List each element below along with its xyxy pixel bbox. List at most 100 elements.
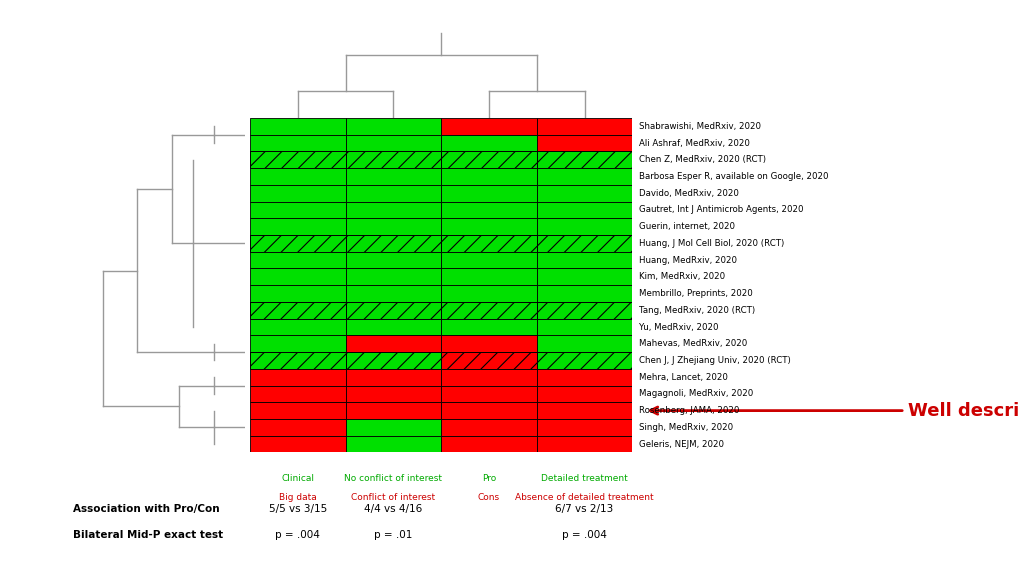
Bar [345,118,441,135]
Text: Magagnoli, MedRxiv, 2020: Magagnoli, MedRxiv, 2020 [638,389,752,398]
Bar [345,219,441,235]
Text: Bilateral Mid-P exact test: Bilateral Mid-P exact test [73,530,223,540]
Bar [345,419,441,436]
Bar [250,436,345,452]
Bar [250,152,345,168]
Bar [441,235,536,252]
Text: p = .004: p = .004 [561,530,606,540]
Text: Barbosa Esper R, available on Google, 2020: Barbosa Esper R, available on Google, 20… [638,172,827,181]
Text: Chen J, J Zhejiang Univ, 2020 (RCT): Chen J, J Zhejiang Univ, 2020 (RCT) [638,356,790,365]
Bar [345,168,441,185]
Bar [536,302,632,319]
Text: Kim, MedRxiv, 2020: Kim, MedRxiv, 2020 [638,273,723,282]
Bar [250,235,345,252]
Bar [536,252,632,269]
Bar [250,168,345,185]
Bar [536,352,632,369]
Bar [441,352,536,369]
Bar [536,135,632,151]
Text: 5/5 vs 3/15: 5/5 vs 3/15 [268,504,326,514]
Text: Absence of detailed treatment: Absence of detailed treatment [515,493,653,502]
Text: Huang, J Mol Cell Biol, 2020 (RCT): Huang, J Mol Cell Biol, 2020 (RCT) [638,239,783,248]
Text: Shabrawishi, MedRxiv, 2020: Shabrawishi, MedRxiv, 2020 [638,122,760,131]
Bar [536,369,632,386]
Text: Geleris, NEJM, 2020: Geleris, NEJM, 2020 [638,439,722,448]
Bar [345,152,441,168]
Text: Membrillo, Preprints, 2020: Membrillo, Preprints, 2020 [638,289,752,298]
Text: Tang, MedRxiv, 2020 (RCT): Tang, MedRxiv, 2020 (RCT) [638,306,754,315]
Text: Singh, MedRxiv, 2020: Singh, MedRxiv, 2020 [638,423,732,432]
Text: Huang, MedRxiv, 2020: Huang, MedRxiv, 2020 [638,256,736,265]
Bar [345,185,441,202]
Bar [536,269,632,285]
Bar [441,436,536,452]
Bar [536,219,632,235]
Bar [441,235,536,252]
Bar [250,185,345,202]
Bar [250,352,345,369]
Bar [250,352,345,369]
Bar [250,219,345,235]
Bar [441,135,536,151]
Bar [441,302,536,319]
Text: Clinical: Clinical [281,474,314,483]
Bar [536,235,632,252]
Bar [345,152,441,168]
Bar [345,235,441,252]
Bar [345,352,441,369]
Bar [441,369,536,386]
Bar [536,319,632,336]
Bar [345,285,441,302]
Text: Yu, MedRxiv, 2020: Yu, MedRxiv, 2020 [638,323,717,332]
Bar [441,152,536,168]
Text: Mehra, Lancet, 2020: Mehra, Lancet, 2020 [638,373,727,382]
Text: Conflict of interest: Conflict of interest [351,493,435,502]
Bar [250,235,345,252]
Bar [441,152,536,168]
Bar [536,419,632,436]
Bar [250,152,345,168]
Bar [345,352,441,369]
Bar [441,402,536,419]
Text: 6/7 vs 2/13: 6/7 vs 2/13 [555,504,613,514]
Bar [345,235,441,252]
Bar [441,386,536,402]
Bar [250,202,345,218]
Bar [536,386,632,402]
Bar [441,285,536,302]
Text: p = .004: p = .004 [275,530,320,540]
Bar [536,152,632,168]
Bar [441,118,536,135]
Text: p = .01: p = .01 [374,530,412,540]
Bar [536,285,632,302]
Bar [250,319,345,336]
Bar [345,202,441,218]
Bar [536,235,632,252]
Bar [250,302,345,319]
Bar [441,252,536,269]
Bar [536,336,632,352]
Text: Association with Pro/Con: Association with Pro/Con [73,504,220,514]
Bar [250,402,345,419]
Bar [536,168,632,185]
Bar [250,269,345,285]
Bar [441,302,536,319]
Bar [345,302,441,319]
Text: Gautret, Int J Antimicrob Agents, 2020: Gautret, Int J Antimicrob Agents, 2020 [638,206,802,215]
Text: Chen Z, MedRxiv, 2020 (RCT): Chen Z, MedRxiv, 2020 (RCT) [638,155,765,164]
Bar [345,252,441,269]
Bar [536,185,632,202]
Bar [250,118,345,135]
Bar [441,219,536,235]
Bar [250,135,345,151]
Bar [441,319,536,336]
Text: Davido, MedRxiv, 2020: Davido, MedRxiv, 2020 [638,189,738,198]
Bar [345,135,441,151]
Bar [441,336,536,352]
Text: Ali Ashraf, MedRxiv, 2020: Ali Ashraf, MedRxiv, 2020 [638,139,749,148]
Text: Mahevas, MedRxiv, 2020: Mahevas, MedRxiv, 2020 [638,339,746,348]
Bar [536,352,632,369]
Text: Guerin, internet, 2020: Guerin, internet, 2020 [638,222,734,231]
Bar [345,269,441,285]
Bar [250,419,345,436]
